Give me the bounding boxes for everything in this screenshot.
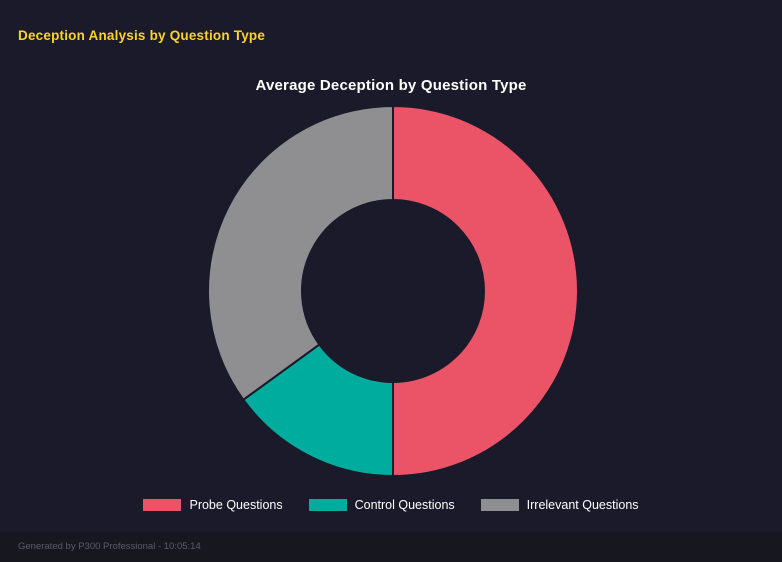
- donut-slice-0[interactable]: [392, 104, 579, 478]
- legend-label-irrelevant-questions: Irrelevant Questions: [526, 498, 639, 512]
- legend-label-control-questions: Control Questions: [354, 498, 455, 512]
- chart-title: Average Deception by Question Type: [255, 77, 527, 94]
- donut-chart: [207, 104, 579, 478]
- legend-item-control-questions[interactable]: Control Questions: [308, 498, 455, 512]
- legend-swatch-control-questions: [308, 499, 347, 511]
- page-title: Deception Analysis by Question Type: [18, 28, 266, 43]
- donut-slice-2[interactable]: [207, 104, 394, 402]
- legend-swatch-probe-questions: [143, 499, 182, 511]
- legend-swatch-irrelevant-questions: [480, 499, 519, 511]
- donut-slice-1[interactable]: [241, 343, 394, 478]
- legend-label-probe-questions: Probe Questions: [189, 498, 283, 512]
- legend-item-irrelevant-questions[interactable]: Irrelevant Questions: [480, 498, 639, 512]
- chart-legend: Probe Questions Control Questions Irrele…: [0, 498, 782, 512]
- legend-item-probe-questions[interactable]: Probe Questions: [143, 498, 283, 512]
- footer-bar: [0, 532, 782, 562]
- footer-status-text: Generated by P300 Professional - 10:05:1…: [18, 541, 201, 552]
